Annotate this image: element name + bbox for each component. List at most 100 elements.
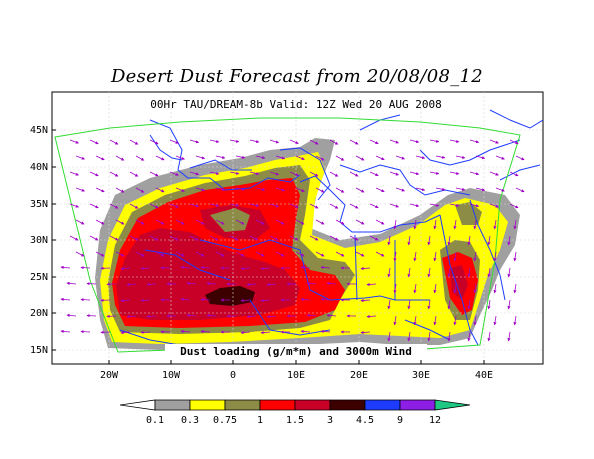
wind-arrow bbox=[275, 219, 285, 225]
wind-arrow bbox=[429, 171, 440, 175]
wind-arrow bbox=[389, 171, 400, 176]
wind-arrow bbox=[135, 251, 145, 257]
wind-arrow bbox=[507, 299, 511, 310]
wind-arrow bbox=[249, 139, 260, 144]
wind-arrow bbox=[129, 139, 139, 145]
wind-arrow bbox=[449, 139, 460, 143]
wind-arrow bbox=[349, 203, 359, 209]
wind-arrow bbox=[60, 297, 71, 301]
wind-arrow bbox=[475, 187, 486, 192]
wind-arrow bbox=[455, 187, 466, 191]
colorbar-label: 1 bbox=[257, 415, 263, 426]
wind-arrow bbox=[393, 315, 397, 326]
wind-arrow bbox=[189, 139, 200, 144]
wind-arrow bbox=[289, 235, 299, 241]
wind-arrow bbox=[455, 155, 466, 159]
wind-arrow bbox=[135, 219, 145, 225]
wind-arrow bbox=[209, 235, 219, 241]
wind-arrow bbox=[95, 187, 105, 193]
wind-arrow bbox=[249, 171, 260, 176]
wind-arrow bbox=[507, 235, 511, 246]
wind-arrow bbox=[427, 299, 431, 310]
wind-arrow bbox=[246, 282, 257, 287]
wind-arrow bbox=[115, 155, 125, 161]
wind-vectors bbox=[60, 139, 525, 342]
wind-arrow bbox=[195, 251, 205, 257]
colorbar-label: 0.75 bbox=[213, 415, 237, 426]
wind-arrow bbox=[186, 313, 197, 317]
wind-arrow bbox=[300, 265, 311, 270]
wind-arrow bbox=[235, 155, 246, 159]
wind-arrow bbox=[509, 203, 519, 209]
colorbar-swatch bbox=[364, 399, 401, 411]
wind-arrow bbox=[140, 330, 151, 335]
wind-arrow bbox=[126, 283, 137, 287]
wind-arrow bbox=[86, 282, 97, 286]
wind-arrow bbox=[407, 235, 411, 246]
wind-arrow bbox=[209, 139, 220, 143]
wind-arrow bbox=[447, 235, 451, 246]
wind-arrow bbox=[349, 235, 359, 241]
wind-arrow bbox=[507, 267, 511, 278]
wind-arrow bbox=[189, 203, 200, 208]
wind-arrow bbox=[309, 139, 319, 145]
wind-arrow bbox=[375, 251, 385, 257]
wind-arrow bbox=[435, 155, 446, 159]
wind-arrow bbox=[375, 187, 385, 192]
wind-arrow bbox=[195, 219, 205, 225]
lat-label: 45N bbox=[30, 125, 48, 136]
wind-arrow bbox=[407, 299, 411, 310]
wind-arrow bbox=[433, 315, 437, 326]
wind-arrow bbox=[120, 331, 131, 335]
wind-arrow bbox=[360, 266, 371, 271]
lon-label: 0 bbox=[230, 370, 236, 381]
lat-label: 20N bbox=[30, 308, 48, 319]
wind-arrow bbox=[335, 155, 345, 161]
wind-arrow bbox=[467, 267, 471, 278]
wind-arrow bbox=[395, 187, 406, 192]
wind-arrow bbox=[200, 297, 211, 302]
lon-label: 10E bbox=[287, 370, 305, 381]
wind-arrow bbox=[453, 283, 457, 294]
colorbar-label: 1.5 bbox=[286, 415, 304, 426]
wind-arrow bbox=[195, 187, 206, 192]
wind-arrow bbox=[489, 171, 499, 176]
wind-arrow bbox=[200, 265, 211, 270]
wind-arrow bbox=[69, 235, 79, 241]
wind-arrow bbox=[135, 155, 145, 161]
wind-arrow bbox=[389, 139, 400, 144]
wind-arrow bbox=[149, 203, 159, 209]
wind-arrow bbox=[375, 219, 385, 225]
wind-arrow bbox=[320, 297, 331, 302]
wind-arrow bbox=[266, 282, 277, 287]
wind-arrow bbox=[215, 219, 225, 225]
wind-arrow bbox=[489, 139, 499, 144]
latitude-labels: 45N 40N 35N 30N 25N 20N 15N bbox=[30, 125, 48, 356]
wind-arrow bbox=[66, 281, 77, 285]
wind-arrow bbox=[487, 331, 491, 342]
wind-arrow bbox=[309, 171, 319, 177]
wind-arrow bbox=[275, 251, 285, 257]
wind-arrow bbox=[235, 219, 245, 225]
wind-arrow bbox=[295, 251, 305, 257]
wind-arrow bbox=[427, 235, 431, 246]
wind-arrow bbox=[349, 171, 359, 177]
wind-arrow bbox=[433, 251, 437, 262]
wind-arrow bbox=[295, 187, 305, 192]
wind-arrow bbox=[249, 203, 260, 208]
wind-arrow bbox=[429, 139, 440, 143]
wind-arrow bbox=[120, 299, 131, 303]
wind-arrow bbox=[295, 155, 305, 160]
wind-arrow bbox=[189, 171, 200, 176]
colorbar-label: 3 bbox=[327, 415, 333, 426]
wind-arrow bbox=[189, 235, 199, 241]
wind-arrow bbox=[175, 187, 185, 192]
wind-arrow bbox=[169, 171, 179, 176]
wind-arrow bbox=[109, 203, 119, 209]
wind-arrow bbox=[289, 139, 299, 144]
wind-arrow bbox=[320, 265, 331, 270]
wind-arrow bbox=[413, 219, 417, 230]
wind-arrow bbox=[75, 187, 86, 192]
wind-arrow bbox=[175, 251, 185, 257]
